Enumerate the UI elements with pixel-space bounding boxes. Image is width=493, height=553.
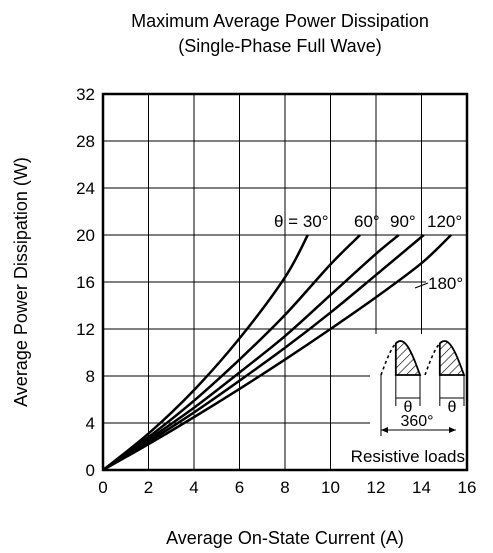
plot-frame (101, 92, 469, 472)
arrowhead (449, 427, 456, 433)
series-labels-layer: θ = 30° 60° 90° 120° 180° (274, 212, 466, 293)
curves-layer (102, 234, 452, 472)
arrowhead (381, 427, 388, 433)
waveform-conduction-1 (394, 340, 422, 376)
y-tick-label: 16 (76, 273, 95, 292)
x-tick-label: 0 (98, 478, 107, 497)
grid-lines (103, 94, 467, 470)
y-tick-label: 4 (86, 414, 95, 433)
series-label: 60° (354, 212, 380, 231)
curve-series-0 (102, 234, 309, 471)
curve-series-3 (102, 234, 425, 472)
waveform-dashed-2 (424, 343, 441, 376)
y-axis-label: Average Power Dissipation (W) (11, 157, 31, 407)
waveform-conduction-2 (438, 340, 466, 376)
x-tick-label: 14 (412, 478, 431, 497)
label-backdrop (426, 272, 466, 292)
x-tick-label: 2 (144, 478, 153, 497)
x-tick-label: 16 (458, 478, 477, 497)
curve-series-2 (102, 234, 400, 472)
x-tick-label: 4 (189, 478, 198, 497)
y-tick-label: 0 (86, 461, 95, 480)
series-label: 180° (428, 274, 463, 293)
theta-label: θ (447, 399, 456, 416)
series-label: 90° (390, 212, 416, 231)
x-tick-label: 12 (367, 478, 386, 497)
curve-series-1 (102, 234, 361, 472)
y-tick-label: 24 (76, 179, 95, 198)
label-leader-line (414, 282, 429, 289)
curve-series-4 (102, 234, 452, 472)
x-axis-label: Average On-State Current (A) (166, 528, 404, 548)
y-tick-label: 20 (76, 226, 95, 245)
x-tick-label: 8 (280, 478, 289, 497)
y-tick-label: 28 (76, 132, 95, 151)
x-tick-label: 10 (321, 478, 340, 497)
chart-title: Maximum Average Power Dissipation (131, 11, 429, 31)
series-label: θ = 30° (274, 212, 329, 231)
y-tick-label: 8 (86, 367, 95, 386)
period-label: 360° (400, 413, 433, 430)
chart-subtitle: (Single-Phase Full Wave) (178, 36, 381, 56)
x-tick-label: 6 (235, 478, 244, 497)
y-tick-label: 12 (76, 320, 95, 339)
waveform-dashed-1 (380, 343, 397, 376)
load-note: Resistive loads (351, 447, 465, 466)
y-tick-label: 32 (76, 85, 95, 104)
series-label: 120° (427, 212, 462, 231)
theta-label: θ (403, 399, 412, 416)
